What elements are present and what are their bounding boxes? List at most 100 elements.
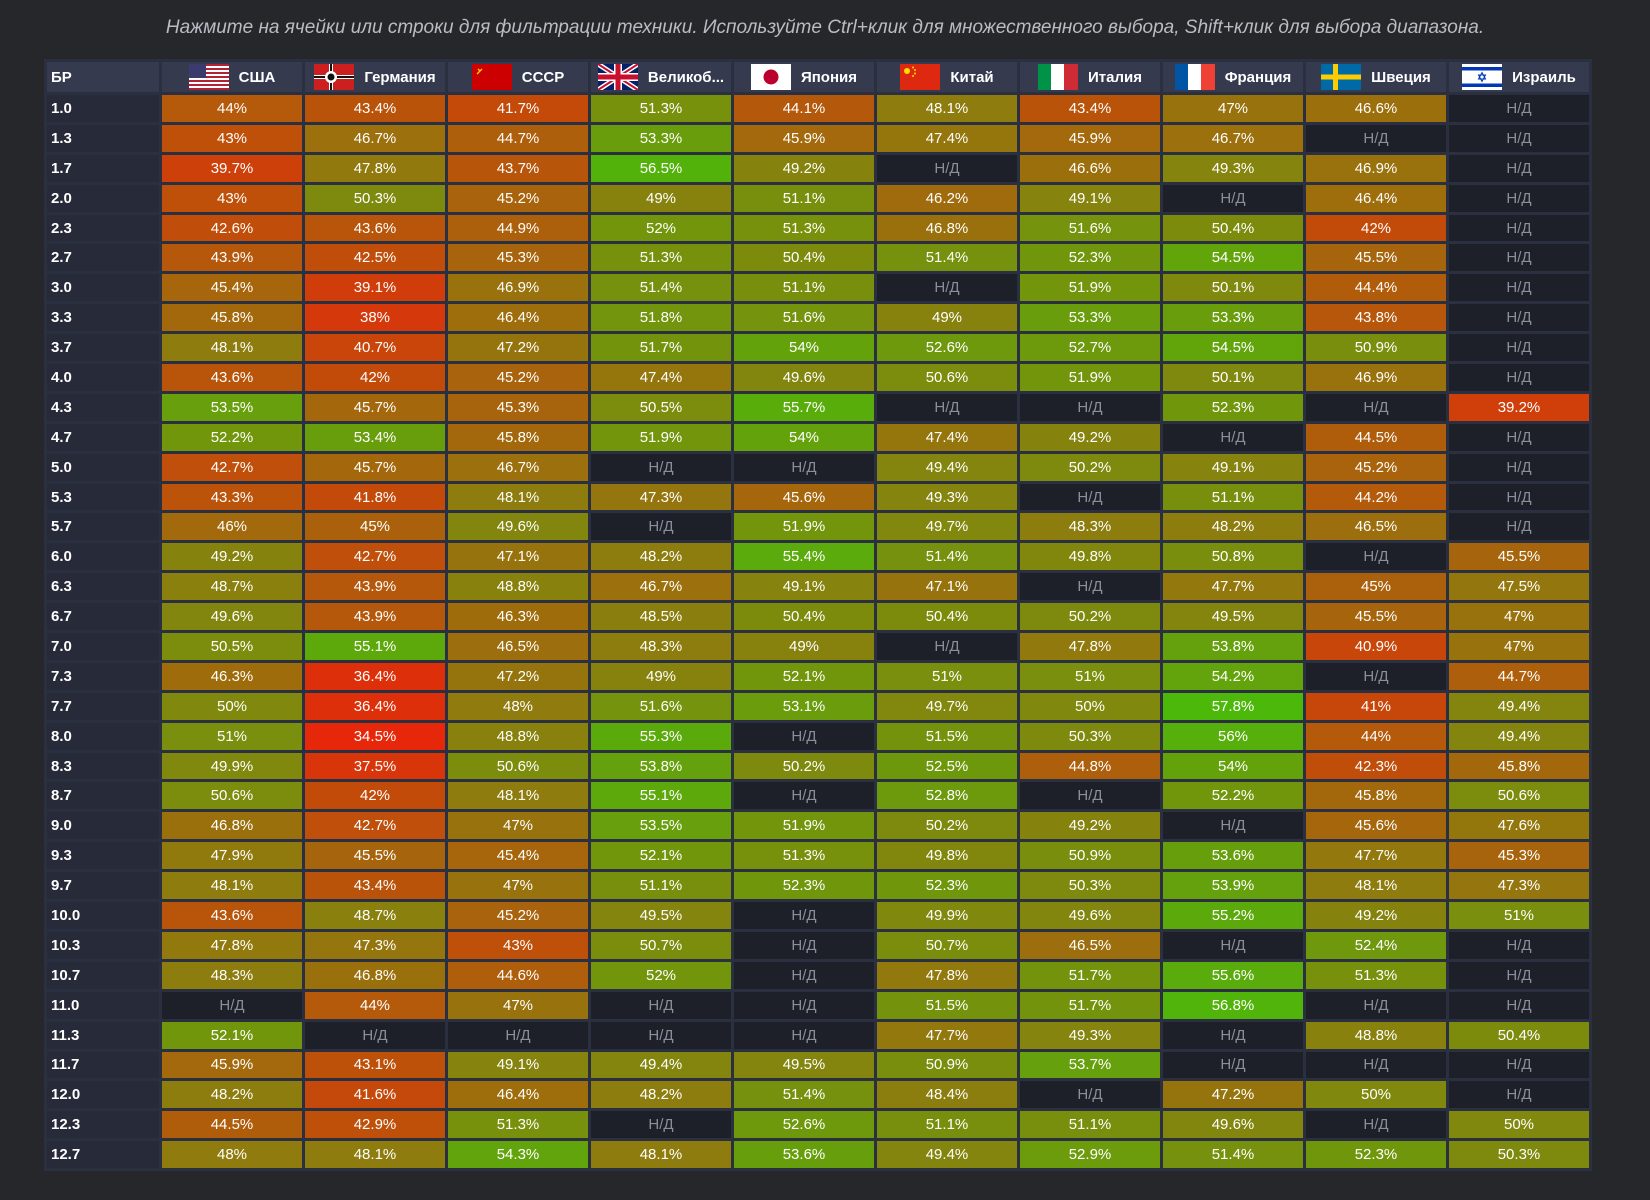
- winrate-cell[interactable]: 43.3%: [162, 483, 302, 511]
- winrate-cell[interactable]: 51.9%: [734, 812, 874, 840]
- na-cell[interactable]: Н/Д: [1449, 1081, 1589, 1109]
- winrate-cell[interactable]: 45.8%: [1449, 752, 1589, 780]
- na-cell[interactable]: Н/Д: [1449, 364, 1589, 391]
- table-row[interactable]: 10.3 47.8% 47.3% 43% 50.7% Н/Д 50.7% 46.5% Н/Д 52…: [47, 931, 1589, 959]
- winrate-cell[interactable]: 47.2%: [448, 334, 588, 362]
- winrate-cell[interactable]: 50.4%: [1449, 1021, 1589, 1049]
- br-row-label[interactable]: 10.3: [47, 931, 159, 959]
- winrate-cell[interactable]: 42.7%: [162, 453, 302, 481]
- winrate-cell[interactable]: 46.6%: [1306, 95, 1446, 122]
- winrate-cell[interactable]: 47%: [1449, 633, 1589, 660]
- winrate-cell[interactable]: 50.9%: [1306, 334, 1446, 362]
- winrate-cell[interactable]: 45.9%: [162, 1051, 302, 1079]
- winrate-cell[interactable]: 51.6%: [591, 692, 731, 720]
- table-row[interactable]: 1.7 39.7% 47.8% 43.7% 56.5% 49.2% Н/Д 46.6% 49.3…: [47, 154, 1589, 182]
- winrate-cell[interactable]: 47.1%: [448, 543, 588, 571]
- winrate-cell[interactable]: 46%: [162, 513, 302, 541]
- winrate-cell[interactable]: 55.7%: [734, 393, 874, 421]
- winrate-cell[interactable]: 44%: [162, 95, 302, 122]
- winrate-cell[interactable]: 44.5%: [162, 1111, 302, 1139]
- winrate-cell[interactable]: 50.2%: [734, 752, 874, 780]
- winrate-cell[interactable]: 50.4%: [734, 244, 874, 272]
- winrate-cell[interactable]: 48.8%: [1306, 1021, 1446, 1049]
- na-cell[interactable]: Н/Д: [734, 1021, 874, 1049]
- na-cell[interactable]: Н/Д: [1449, 483, 1589, 511]
- na-cell[interactable]: Н/Д: [877, 633, 1017, 660]
- na-cell[interactable]: Н/Д: [591, 513, 731, 541]
- winrate-cell[interactable]: 47.1%: [877, 573, 1017, 601]
- table-row[interactable]: 7.3 46.3% 36.4% 47.2% 49% 52.1% 51% 51% 54.2% Н/Д…: [47, 662, 1589, 690]
- winrate-cell[interactable]: 52.1%: [591, 842, 731, 870]
- na-cell[interactable]: Н/Д: [1020, 782, 1160, 810]
- winrate-cell[interactable]: 51.4%: [591, 274, 731, 302]
- winrate-cell[interactable]: 50.1%: [1163, 274, 1303, 302]
- winrate-cell[interactable]: 45.4%: [162, 274, 302, 302]
- winrate-cell[interactable]: 49.9%: [877, 902, 1017, 929]
- br-row-label[interactable]: 2.0: [47, 184, 159, 212]
- table-row[interactable]: 5.7 46% 45% 49.6% Н/Д 51.9% 49.7% 48.3% 48.2% 46.…: [47, 513, 1589, 541]
- winrate-cell[interactable]: 46.9%: [448, 274, 588, 302]
- winrate-cell[interactable]: 46.4%: [1306, 184, 1446, 212]
- br-row-label[interactable]: 6.3: [47, 573, 159, 601]
- winrate-cell[interactable]: 45.6%: [1306, 812, 1446, 840]
- winrate-cell[interactable]: 45.3%: [1449, 842, 1589, 870]
- winrate-cell[interactable]: 48.3%: [591, 633, 731, 660]
- na-cell[interactable]: Н/Д: [1449, 1051, 1589, 1079]
- na-cell[interactable]: Н/Д: [1020, 573, 1160, 601]
- winrate-cell[interactable]: 47.3%: [1449, 872, 1589, 900]
- table-row[interactable]: 12.3 44.5% 42.9% 51.3% Н/Д 52.6% 51.1% 51.1% 49.…: [47, 1111, 1589, 1139]
- winrate-cell[interactable]: 49.5%: [1163, 603, 1303, 631]
- winrate-cell[interactable]: 50%: [1449, 1111, 1589, 1139]
- winrate-cell[interactable]: 42.6%: [162, 214, 302, 242]
- na-cell[interactable]: Н/Д: [1449, 154, 1589, 182]
- table-row[interactable]: 3.3 45.8% 38% 46.4% 51.8% 51.6% 49% 53.3% 53.3% 4…: [47, 304, 1589, 332]
- winrate-cell[interactable]: 45.7%: [305, 393, 445, 421]
- br-row-label[interactable]: 7.3: [47, 662, 159, 690]
- na-cell[interactable]: Н/Д: [734, 902, 874, 929]
- na-cell[interactable]: Н/Д: [877, 274, 1017, 302]
- br-row-label[interactable]: 12.0: [47, 1081, 159, 1109]
- winrate-cell[interactable]: 51%: [877, 662, 1017, 690]
- na-cell[interactable]: Н/Д: [591, 1111, 731, 1139]
- winrate-cell[interactable]: 42.9%: [305, 1111, 445, 1139]
- br-row-label[interactable]: 1.7: [47, 154, 159, 182]
- winrate-cell[interactable]: 45.8%: [448, 423, 588, 451]
- table-row[interactable]: 10.0 43.6% 48.7% 45.2% 49.5% Н/Д 49.9% 49.6% 55.…: [47, 902, 1589, 929]
- na-cell[interactable]: Н/Д: [1020, 483, 1160, 511]
- table-row[interactable]: 2.3 42.6% 43.6% 44.9% 52% 51.3% 46.8% 51.6% 50.4…: [47, 214, 1589, 242]
- winrate-cell[interactable]: 44%: [305, 991, 445, 1019]
- winrate-cell[interactable]: 51.1%: [877, 1111, 1017, 1139]
- winrate-cell[interactable]: 48.2%: [162, 1081, 302, 1109]
- winrate-cell[interactable]: 57.8%: [1163, 692, 1303, 720]
- winrate-cell[interactable]: 46.5%: [448, 633, 588, 660]
- winrate-cell[interactable]: 48.1%: [1306, 872, 1446, 900]
- winrate-cell[interactable]: 45.9%: [734, 124, 874, 152]
- na-cell[interactable]: Н/Д: [1163, 423, 1303, 451]
- winrate-cell[interactable]: 45.2%: [448, 184, 588, 212]
- winrate-cell[interactable]: 49.5%: [591, 902, 731, 929]
- winrate-cell[interactable]: 46.7%: [1163, 124, 1303, 152]
- winrate-cell[interactable]: 49.4%: [877, 453, 1017, 481]
- na-cell[interactable]: Н/Д: [1449, 95, 1589, 122]
- winrate-cell[interactable]: 47.6%: [1449, 812, 1589, 840]
- na-cell[interactable]: Н/Д: [1449, 423, 1589, 451]
- winrate-cell[interactable]: 56%: [1163, 722, 1303, 750]
- winrate-cell[interactable]: 46.4%: [448, 1081, 588, 1109]
- table-row[interactable]: 6.3 48.7% 43.9% 48.8% 46.7% 49.1% 47.1% Н/Д 47.7…: [47, 573, 1589, 601]
- winrate-cell[interactable]: 48.1%: [305, 1141, 445, 1169]
- br-row-label[interactable]: 8.0: [47, 722, 159, 750]
- winrate-cell[interactable]: 51.1%: [734, 184, 874, 212]
- winrate-cell[interactable]: 52.3%: [877, 872, 1017, 900]
- winrate-cell[interactable]: 51.6%: [1020, 214, 1160, 242]
- winrate-cell[interactable]: 50.6%: [448, 752, 588, 780]
- winrate-cell[interactable]: 50.3%: [1020, 872, 1160, 900]
- winrate-cell[interactable]: 47.4%: [591, 364, 731, 391]
- winrate-cell[interactable]: 50.3%: [1020, 722, 1160, 750]
- winrate-cell[interactable]: 48.2%: [591, 543, 731, 571]
- winrate-cell[interactable]: 43.9%: [305, 603, 445, 631]
- winrate-cell[interactable]: 49.1%: [1020, 184, 1160, 212]
- winrate-cell[interactable]: 53.7%: [1020, 1051, 1160, 1079]
- br-row-label[interactable]: 5.0: [47, 453, 159, 481]
- na-cell[interactable]: Н/Д: [1449, 214, 1589, 242]
- winrate-cell[interactable]: 38%: [305, 304, 445, 332]
